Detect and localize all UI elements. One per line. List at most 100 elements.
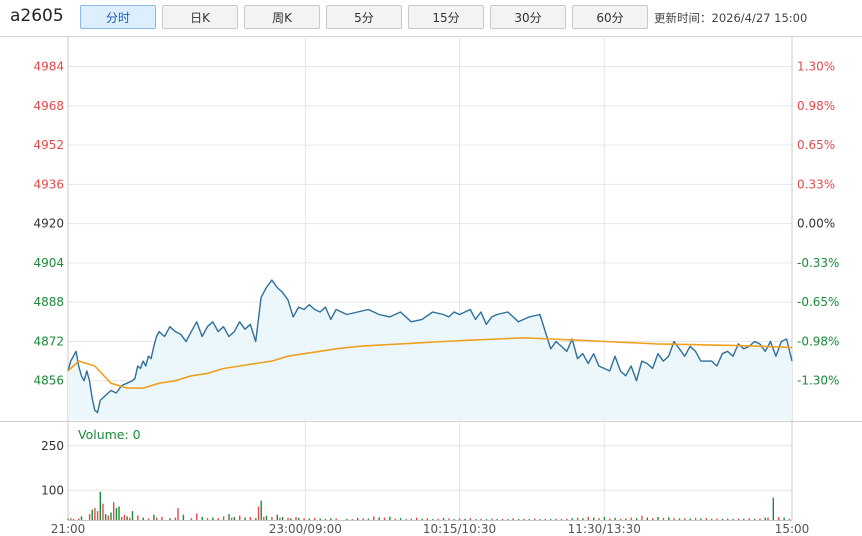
volume-bar (314, 517, 316, 520)
tab-3[interactable]: 5分 (326, 5, 402, 29)
volume-bar (555, 518, 557, 520)
volume-bar (783, 517, 785, 520)
volume-bar (67, 518, 69, 520)
volume-bar (410, 518, 412, 520)
price-tick-label: 4920 (33, 217, 64, 231)
volume-bar (126, 516, 128, 520)
volume-bar (113, 502, 115, 520)
volume-bar (80, 516, 83, 520)
volume-bar (528, 519, 530, 520)
pct-tick-label: -0.65% (797, 295, 839, 309)
volume-bars (67, 491, 791, 520)
volume-bar (678, 518, 681, 520)
volume-bar (721, 518, 724, 520)
price-tick-label: 4984 (33, 60, 64, 74)
volume-bar (255, 518, 257, 520)
volume-bar (260, 500, 262, 520)
volume-bar (131, 511, 134, 520)
volume-bar (182, 514, 185, 520)
volume-bar (646, 517, 648, 520)
volume-bar (394, 518, 396, 520)
volume-bar (507, 519, 509, 520)
volume-bar (190, 518, 193, 520)
x-tick-label: 10:15/10:30 (423, 522, 496, 536)
price-tick-label: 4952 (33, 138, 64, 152)
volume-bar (78, 518, 80, 520)
volume-bar (609, 518, 611, 520)
volume-bar (107, 515, 109, 520)
volume-bar (587, 517, 589, 520)
volume-bar (544, 518, 547, 520)
volume-bar (432, 519, 434, 520)
volume-bar (416, 517, 418, 520)
volume-bar (539, 519, 541, 520)
pct-tick-label: 1.30% (797, 60, 835, 74)
volume-bar (222, 516, 225, 520)
volume-bar (788, 518, 791, 520)
volume-bar (560, 519, 563, 520)
volume-bar (115, 508, 118, 520)
volume-bar (201, 517, 203, 520)
volume-bar (421, 518, 423, 520)
volume-bar (534, 518, 536, 520)
volume-bar (298, 517, 300, 520)
pct-tick-label: 0.00% (797, 217, 835, 231)
volume-bar (458, 518, 461, 520)
volume-bar (399, 518, 402, 520)
tab-4[interactable]: 15分 (408, 5, 484, 29)
volume-bar (603, 517, 606, 520)
volume-bar (239, 515, 241, 520)
volume-bar (303, 518, 305, 520)
volume-bar (118, 506, 120, 520)
price-tick-label: 4888 (33, 295, 64, 309)
volume-bar (437, 518, 439, 520)
volume-bar (389, 516, 391, 520)
volume-bar (753, 518, 756, 520)
volume-bar (641, 515, 643, 520)
tab-1[interactable]: 日K (162, 5, 238, 29)
x-tick-label: 21:00 (51, 522, 86, 536)
volume-bar (705, 518, 707, 520)
volume-bar (249, 517, 252, 520)
volume-bar (662, 517, 665, 520)
volume-bar (566, 518, 568, 520)
volume-bar (748, 518, 750, 520)
volume-bar (362, 518, 364, 520)
volume-bar (346, 518, 348, 520)
price-tick-label: 4936 (33, 177, 64, 191)
volume-bar (351, 519, 353, 520)
volume-bar (142, 517, 144, 520)
volume-bar (88, 514, 91, 520)
price-tick-label: 4872 (33, 334, 64, 348)
volume-bar (121, 517, 123, 520)
x-tick-label: 11:30/13:30 (568, 522, 641, 536)
volume-bar (281, 517, 284, 520)
tab-2[interactable]: 周K (244, 5, 320, 29)
volume-bar (700, 518, 702, 520)
tab-5[interactable]: 30分 (490, 5, 566, 29)
volume-bar (689, 518, 691, 520)
volume-bar (91, 509, 93, 520)
volume-bar (593, 517, 595, 520)
volume-bar (475, 519, 477, 520)
volume-bar (737, 518, 740, 520)
volume-bar (271, 517, 273, 520)
volume-bar (582, 518, 584, 520)
volume-bar (228, 514, 230, 520)
volume-bar (330, 518, 332, 520)
volume-bar (357, 517, 359, 520)
volume-bar (480, 518, 482, 520)
volume-bar (169, 518, 171, 520)
volume-bar (295, 517, 297, 520)
tab-6[interactable]: 60分 (572, 5, 648, 29)
volume-bar (442, 517, 445, 520)
volume-bar (276, 514, 278, 520)
volume-bar (174, 517, 177, 520)
volume-bar (684, 518, 686, 520)
price-tick-label: 4968 (33, 99, 64, 113)
pct-tick-label: -0.98% (797, 334, 839, 348)
volume-bar (123, 514, 126, 520)
volume-bar (711, 518, 713, 520)
tab-0[interactable]: 分时 (80, 5, 156, 29)
update-label: 更新时间： (654, 11, 712, 25)
